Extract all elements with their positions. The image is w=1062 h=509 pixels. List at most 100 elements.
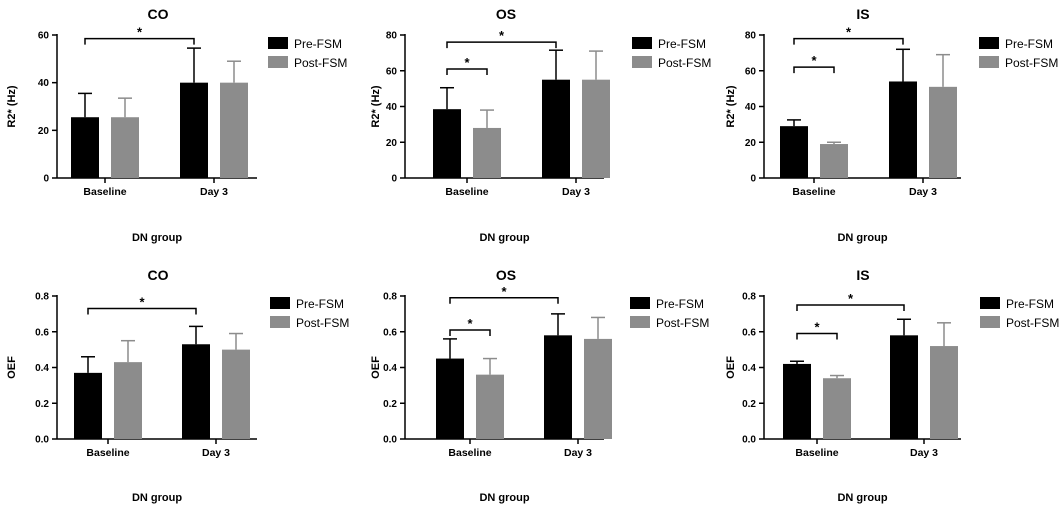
legend-swatch bbox=[980, 297, 1000, 309]
legend-label: Post-FSM bbox=[658, 56, 711, 70]
bar-pre-fsm-baseline bbox=[433, 109, 461, 178]
legend-swatch bbox=[632, 37, 652, 49]
significance-bracket bbox=[793, 37, 904, 45]
x-tick-label: Baseline bbox=[86, 447, 129, 459]
legend-label: Post-FSM bbox=[656, 316, 709, 330]
y-axis-label: OEF bbox=[6, 356, 18, 379]
y-tick-label: 0.6 bbox=[383, 327, 397, 338]
x-axis-label: DN group bbox=[479, 492, 529, 504]
bar-post-fsm-baseline bbox=[114, 362, 142, 439]
x-tick-label: Baseline bbox=[795, 447, 838, 459]
legend-label: Pre-FSM bbox=[658, 37, 706, 51]
legend-label: Pre-FSM bbox=[1006, 297, 1054, 311]
y-axis-label: R2* (Hz) bbox=[725, 85, 737, 128]
y-tick-label: 0.2 bbox=[35, 399, 49, 410]
bar-pre-fsm-day-3 bbox=[182, 344, 210, 439]
y-tick-label: 0.6 bbox=[742, 327, 756, 338]
legend-label: Post-FSM bbox=[294, 56, 347, 70]
bar-post-fsm-baseline bbox=[823, 378, 851, 439]
legend-swatch bbox=[980, 316, 1000, 328]
bar-post-fsm-baseline bbox=[473, 127, 501, 178]
y-tick-label: 0 bbox=[391, 174, 397, 185]
chart-panel-2: OS R2* (Hz) 0 20 40 60 80 Baseline Day 3 DN group… bbox=[370, 6, 711, 244]
bar-pre-fsm-day-3 bbox=[890, 335, 918, 439]
chart-panel-6: IS OEF 0.0 0.2 0.4 0.6 0.8 Baseline Day 3 DN grou… bbox=[725, 267, 1059, 504]
x-axis-label: DN group bbox=[837, 232, 887, 244]
bar-post-fsm-baseline bbox=[111, 117, 139, 178]
significance-bracket bbox=[87, 307, 197, 315]
chart-panel-5: OS OEF 0.0 0.2 0.4 0.6 0.8 Baseline Day 3 DN grou… bbox=[370, 267, 709, 504]
x-axis-label: DN group bbox=[837, 492, 887, 504]
legend: Pre-FSM Post-FSM bbox=[979, 37, 1058, 70]
bar-pre-fsm-baseline bbox=[71, 117, 99, 178]
significance-star: * bbox=[139, 295, 145, 310]
bar-pre-fsm-day-3 bbox=[544, 335, 572, 439]
significance-star: * bbox=[467, 316, 473, 331]
legend-label: Pre-FSM bbox=[294, 37, 342, 51]
y-tick-label: 0.4 bbox=[35, 363, 49, 374]
significance-bracket bbox=[446, 68, 488, 75]
bar-pre-fsm-baseline bbox=[74, 372, 102, 439]
legend-swatch bbox=[268, 56, 288, 68]
legend-swatch bbox=[630, 316, 650, 328]
y-tick-label: 60 bbox=[386, 66, 398, 77]
significance-bracket bbox=[449, 297, 559, 304]
legend-label: Post-FSM bbox=[1005, 56, 1058, 70]
x-tick-label: Day 3 bbox=[562, 186, 590, 198]
y-tick-label: 40 bbox=[38, 78, 50, 89]
y-tick-label: 0.2 bbox=[383, 399, 397, 410]
y-axis-label: OEF bbox=[725, 356, 737, 379]
legend-label: Pre-FSM bbox=[296, 297, 344, 311]
legend-swatch bbox=[270, 297, 290, 309]
significance-star: * bbox=[811, 53, 817, 68]
legend-swatch bbox=[632, 56, 652, 68]
y-tick-label: 60 bbox=[38, 31, 50, 42]
legend: Pre-FSM Post-FSM bbox=[270, 297, 349, 330]
y-tick-label: 0.0 bbox=[35, 435, 49, 446]
x-tick-label: Day 3 bbox=[200, 186, 228, 198]
legend: Pre-FSM Post-FSM bbox=[632, 37, 711, 70]
y-tick-label: 20 bbox=[38, 126, 50, 137]
x-tick-label: Day 3 bbox=[202, 447, 230, 459]
bar-post-fsm-day-3 bbox=[930, 346, 958, 439]
y-tick-label: 0.0 bbox=[742, 435, 756, 446]
y-tick-label: 0.8 bbox=[35, 292, 49, 303]
y-tick-label: 20 bbox=[745, 138, 757, 149]
x-axis-label: DN group bbox=[132, 232, 182, 244]
significance-star: * bbox=[814, 320, 820, 335]
y-tick-label: 0.8 bbox=[383, 292, 397, 303]
y-tick-label: 0.6 bbox=[35, 327, 49, 338]
x-tick-label: Baseline bbox=[445, 186, 488, 198]
y-axis-label: R2* (Hz) bbox=[6, 85, 18, 128]
chart-panel-3: IS R2* (Hz) 0 20 40 60 80 Baseline Day 3 DN group… bbox=[725, 6, 1058, 244]
x-tick-label: Day 3 bbox=[564, 447, 592, 459]
legend-swatch bbox=[268, 37, 288, 49]
y-tick-label: 80 bbox=[745, 31, 757, 42]
x-axis-label: DN group bbox=[132, 492, 182, 504]
bar-pre-fsm-day-3 bbox=[180, 82, 208, 178]
significance-bracket bbox=[796, 304, 905, 311]
legend-swatch bbox=[979, 37, 999, 49]
legend-label: Post-FSM bbox=[1006, 316, 1059, 330]
bar-post-fsm-baseline bbox=[476, 374, 504, 439]
chart-title: IS bbox=[856, 267, 869, 283]
y-tick-label: 0 bbox=[43, 174, 49, 185]
y-tick-label: 20 bbox=[386, 138, 398, 149]
chart-panel-1: CO R2* (Hz) 0 20 40 60 Baseline Day 3 DN group * P… bbox=[6, 6, 347, 244]
bar-post-fsm-day-3 bbox=[222, 349, 250, 439]
significance-star: * bbox=[137, 25, 143, 40]
x-axis-label: DN group bbox=[479, 232, 529, 244]
y-tick-label: 0.2 bbox=[742, 399, 756, 410]
legend-label: Post-FSM bbox=[296, 316, 349, 330]
bar-pre-fsm-baseline bbox=[780, 126, 808, 178]
legend-label: Pre-FSM bbox=[656, 297, 704, 311]
y-tick-label: 60 bbox=[745, 66, 757, 77]
significance-star: * bbox=[848, 291, 854, 306]
y-axis-label: OEF bbox=[370, 356, 382, 379]
significance-star: * bbox=[846, 25, 852, 40]
legend-swatch bbox=[979, 56, 999, 68]
chart-title: OS bbox=[496, 6, 516, 22]
legend: Pre-FSM Post-FSM bbox=[268, 37, 347, 70]
significance-bracket bbox=[796, 332, 838, 340]
bar-pre-fsm-day-3 bbox=[889, 81, 917, 178]
